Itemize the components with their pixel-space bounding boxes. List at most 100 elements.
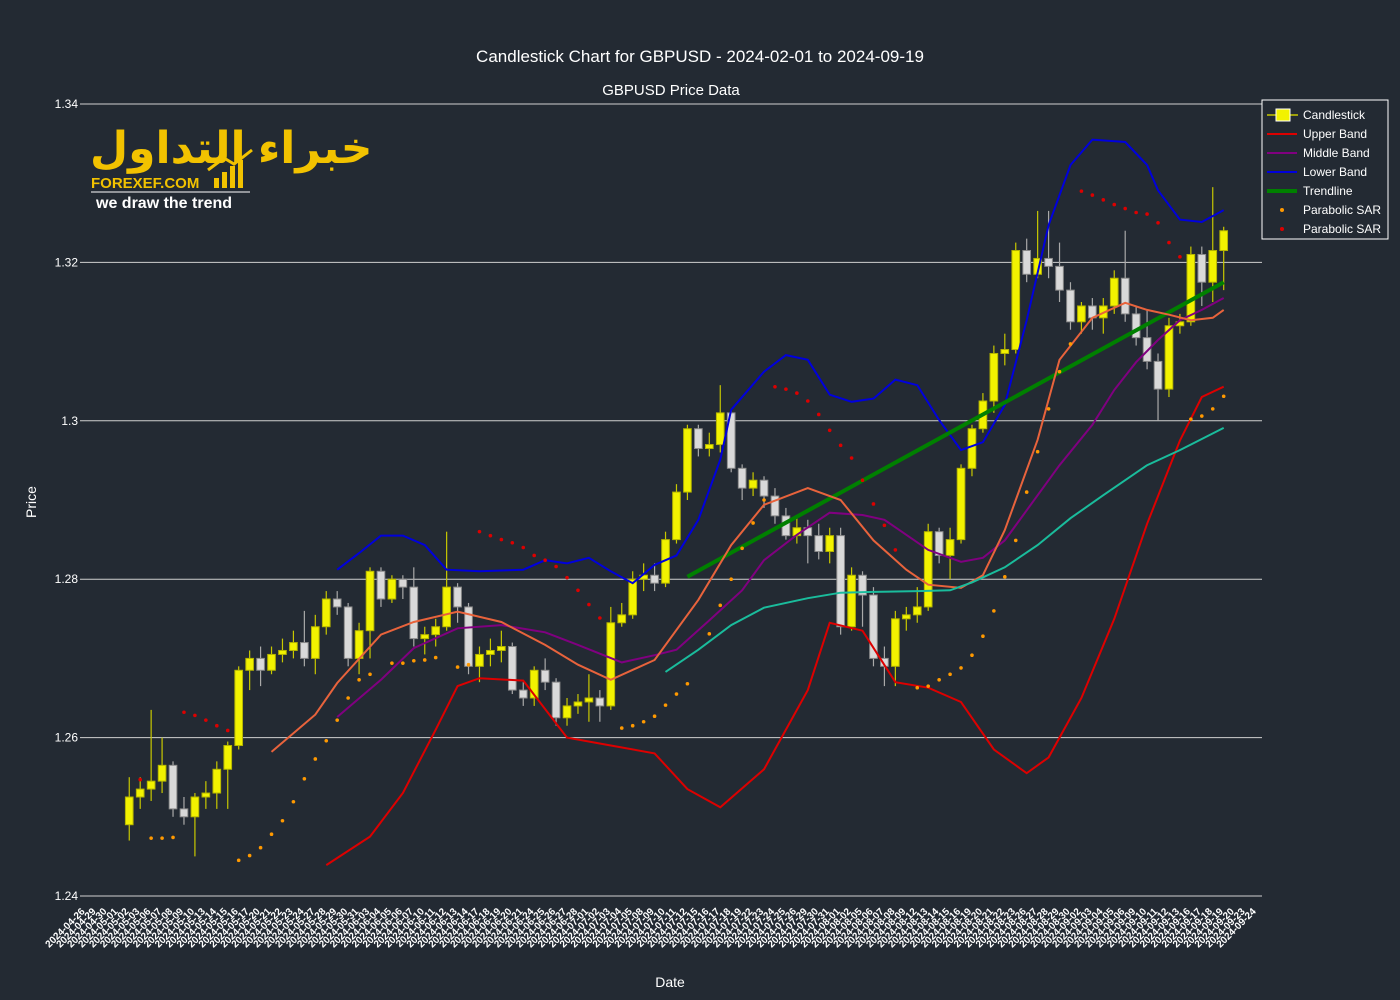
- candle-body: [300, 642, 309, 659]
- candle-body: [869, 594, 878, 659]
- candle-body: [354, 630, 364, 659]
- sar-point: [236, 858, 241, 863]
- candle-body: [179, 808, 189, 818]
- sar-point: [1156, 221, 1160, 225]
- sar-point: [477, 529, 482, 534]
- sar-point: [182, 710, 186, 715]
- sar-point: [324, 738, 329, 743]
- candle-body: [321, 598, 331, 628]
- sar-point: [302, 776, 307, 781]
- sar-point: [893, 548, 898, 552]
- legend-swatch: [1280, 208, 1284, 212]
- sar-point: [630, 723, 635, 728]
- y-tick-label: 1.26: [55, 731, 79, 745]
- y-tick-label: 1.3: [61, 414, 78, 428]
- sar-point: [499, 537, 504, 542]
- candle-body: [1219, 230, 1229, 252]
- candle-body: [332, 598, 342, 608]
- sar-point: [247, 853, 252, 858]
- sar-point: [313, 757, 318, 761]
- candle-body: [376, 570, 386, 600]
- sar-point: [587, 602, 591, 607]
- sar-point: [718, 603, 723, 608]
- sar-point: [652, 714, 657, 719]
- sar-point: [1134, 210, 1138, 215]
- candle-body: [836, 535, 845, 628]
- sar-point: [740, 546, 744, 551]
- candle-body: [934, 531, 944, 556]
- sar-point: [412, 658, 416, 663]
- logo-icon: [207, 148, 253, 188]
- sar-point: [215, 723, 219, 728]
- line-series: [336, 138, 1225, 585]
- sar-point: [1123, 206, 1127, 211]
- candle-body: [212, 768, 222, 794]
- sar-point: [1046, 407, 1051, 411]
- candle-body: [737, 467, 747, 489]
- candle-body: [1120, 277, 1130, 315]
- candle-body: [847, 574, 856, 628]
- sar-point: [554, 564, 558, 569]
- logo-arabic: خبراء التداول: [90, 124, 372, 174]
- candle-body: [891, 618, 900, 667]
- candle-body: [267, 653, 276, 671]
- candle-body: [223, 745, 233, 770]
- candle-body: [989, 352, 999, 402]
- candle-body: [343, 606, 353, 659]
- sar-point: [1057, 369, 1062, 374]
- candle-body: [650, 574, 659, 584]
- sar-point: [729, 577, 733, 581]
- sar-point: [992, 609, 996, 613]
- candle-body: [1022, 250, 1032, 275]
- candle-body: [398, 578, 408, 588]
- sar-point: [532, 553, 536, 558]
- line-series: [325, 385, 1225, 866]
- candle-body: [683, 428, 692, 493]
- sar-point: [390, 661, 394, 665]
- candle-body: [1142, 337, 1152, 362]
- legend-label: Parabolic SAR: [1303, 222, 1381, 236]
- sar-point: [1090, 193, 1095, 197]
- candle-body: [190, 796, 200, 818]
- line-series: [336, 297, 1225, 718]
- candle-body: [814, 535, 824, 552]
- sar-point: [149, 836, 153, 840]
- candle-body: [453, 586, 462, 608]
- sar-point: [827, 428, 832, 433]
- sar-point: [685, 681, 690, 686]
- sar-point: [466, 662, 471, 667]
- sar-point: [937, 677, 941, 682]
- sar-point: [1200, 414, 1204, 418]
- sar-point: [346, 696, 350, 700]
- sar-point: [1035, 449, 1040, 454]
- candle-body: [518, 689, 528, 699]
- sar-point: [762, 498, 766, 502]
- sar-point: [598, 616, 602, 620]
- sar-point: [488, 533, 493, 538]
- sar-point: [816, 412, 821, 417]
- sar-point: [433, 655, 438, 660]
- candle-body: [234, 669, 244, 747]
- sar-point: [959, 666, 963, 670]
- sar-point: [368, 672, 372, 677]
- sar-point: [784, 387, 788, 391]
- candle-body: [573, 701, 583, 707]
- line-series: [270, 301, 1225, 753]
- candle-body: [540, 669, 550, 683]
- sar-point: [849, 456, 854, 460]
- candle-body: [409, 586, 419, 640]
- legend-label: Parabolic SAR: [1303, 203, 1381, 217]
- sar-point: [619, 726, 624, 730]
- sar-point: [258, 845, 263, 850]
- plot-area: [124, 138, 1229, 866]
- sar-point: [543, 558, 547, 562]
- candle-body: [901, 614, 911, 620]
- legend-swatch: [1280, 227, 1284, 231]
- candle-body: [617, 614, 627, 624]
- y-tick-label: 1.28: [55, 572, 79, 586]
- candle-body: [694, 428, 703, 450]
- candle-body: [715, 412, 725, 446]
- candle-body: [365, 570, 375, 632]
- y-tick-label: 1.34: [55, 97, 79, 111]
